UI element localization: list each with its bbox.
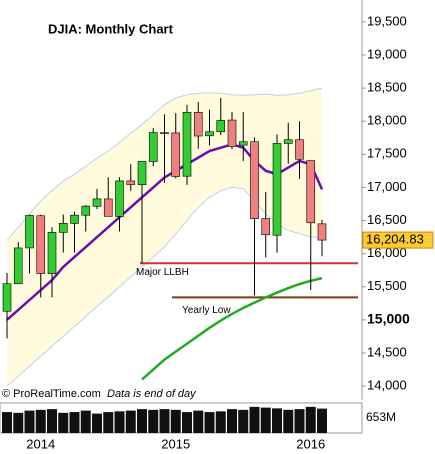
y-tick-label: 18,500	[367, 80, 407, 95]
candle-body	[171, 132, 181, 177]
volume-bar	[238, 409, 249, 433]
volume-bar	[317, 408, 327, 433]
candle-body	[25, 215, 34, 249]
candle-body	[81, 205, 91, 216]
candle-body	[306, 160, 316, 224]
band-lower	[6, 186, 322, 387]
watermark: © ProRealTime.com	[2, 388, 101, 400]
y-tick-label: 19,000	[367, 46, 407, 61]
candle-body	[216, 120, 226, 133]
y-tick-label: 15,000	[367, 311, 410, 327]
candle-body	[272, 143, 282, 236]
candle-body	[148, 132, 158, 162]
y-tick-label: 14,500	[367, 344, 407, 359]
candle-body	[193, 112, 203, 137]
volume-bar	[159, 409, 170, 433]
level-label: Yearly Low	[182, 305, 231, 316]
volume-bar	[193, 410, 204, 433]
candle-body	[238, 141, 248, 146]
candle-body	[137, 161, 147, 186]
candle-body	[115, 180, 124, 217]
candle-body	[295, 139, 304, 160]
ma-long	[141, 276, 323, 381]
candle-body	[317, 223, 327, 241]
volume-bar	[103, 412, 114, 433]
volume-label: 653M	[366, 410, 396, 424]
volume-bar	[35, 409, 46, 433]
candle-body	[2, 283, 12, 312]
candle-body	[126, 180, 136, 185]
volume-bar	[24, 410, 35, 433]
candle-body	[250, 141, 259, 219]
volume-bar	[204, 412, 215, 433]
candle-body	[160, 132, 169, 134]
y-tick-label: 18,000	[367, 113, 407, 128]
y-tick-label: 17,000	[367, 179, 407, 194]
volume-bar	[260, 407, 271, 433]
y-tick-label: 14,000	[367, 378, 407, 393]
candle-body	[227, 119, 237, 147]
y-tick-label: 17,500	[367, 146, 407, 161]
candle-body	[58, 223, 68, 233]
volume-bar	[148, 409, 159, 433]
x-tick-label: 2016	[296, 436, 325, 451]
volume-bar	[137, 409, 147, 433]
volume-bar	[92, 413, 102, 433]
plot	[2, 87, 358, 387]
y-tick-label: 19,500	[367, 13, 407, 28]
last-price-box	[362, 231, 434, 249]
candle-body	[70, 214, 79, 224]
volume-bar	[305, 406, 316, 433]
chart-title: DJIA: Monthly Chart	[48, 21, 174, 36]
volume-bar	[58, 412, 69, 433]
volume-bar	[283, 409, 294, 433]
volume-bar	[227, 409, 237, 433]
volume-bar	[114, 411, 125, 433]
y-tick-label: 16,500	[367, 212, 407, 227]
volume-bar	[294, 409, 305, 433]
note: Data is end of day	[107, 388, 197, 400]
y-tick-label: 16,000	[367, 245, 407, 260]
candle-body	[205, 131, 214, 137]
candle-body	[13, 247, 23, 285]
candle-body	[261, 218, 271, 236]
volume-bar	[13, 412, 24, 433]
candle-body	[283, 139, 293, 144]
x-tick-label: 2015	[161, 436, 190, 451]
y-tick-label: 15,500	[367, 278, 407, 293]
volume-bar	[125, 410, 136, 433]
level-label: Major LLBH	[136, 267, 189, 278]
last-price-label: 16,204.83	[366, 232, 424, 247]
volume-bar	[69, 412, 80, 433]
volume-bar	[215, 411, 226, 433]
candle-body	[182, 112, 192, 177]
volume-bar	[182, 412, 192, 433]
volume-bar	[272, 408, 282, 433]
volume-bar	[249, 406, 260, 433]
candle-body	[92, 198, 102, 207]
x-tick-label: 2014	[26, 436, 55, 451]
candle-body	[103, 198, 113, 217]
band-upper	[6, 87, 323, 241]
band-area	[7, 88, 322, 387]
volume-bar	[47, 409, 57, 433]
volume-bar	[170, 409, 181, 433]
candle-body	[47, 232, 57, 274]
volume-bar	[80, 410, 91, 433]
candle-body	[36, 215, 46, 274]
volume-bar	[2, 412, 12, 433]
